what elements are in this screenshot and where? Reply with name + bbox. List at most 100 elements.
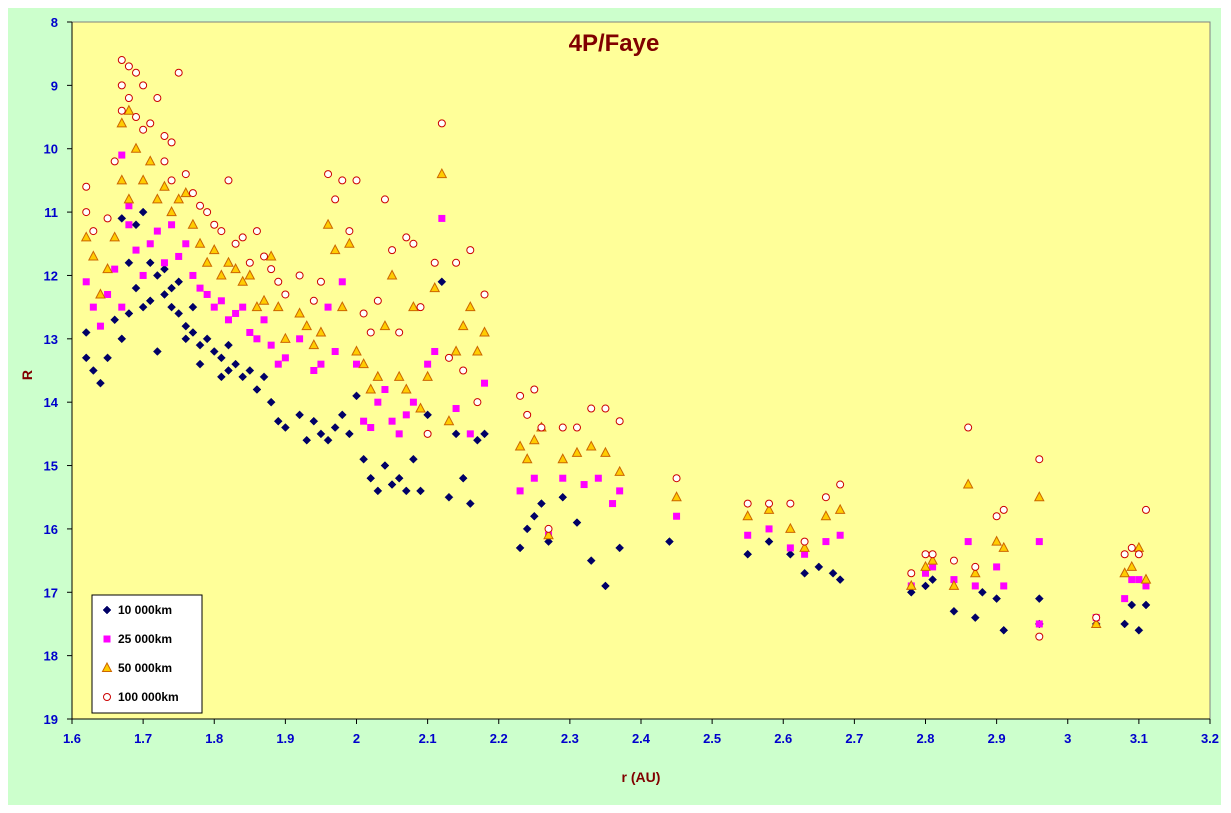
data-point bbox=[473, 435, 482, 445]
data-point bbox=[1035, 632, 1044, 641]
data-point bbox=[800, 537, 809, 546]
data-point bbox=[922, 569, 929, 577]
data-point bbox=[1141, 505, 1150, 514]
data-point bbox=[181, 170, 190, 179]
data-point bbox=[82, 208, 91, 217]
data-point bbox=[267, 265, 276, 274]
data-point bbox=[323, 435, 333, 445]
data-point bbox=[529, 511, 539, 521]
data-point bbox=[296, 335, 304, 343]
data-point bbox=[201, 256, 213, 267]
data-point bbox=[423, 410, 432, 420]
data-point bbox=[174, 309, 184, 318]
data-point bbox=[387, 480, 397, 489]
data-point bbox=[309, 416, 319, 426]
data-point bbox=[395, 328, 404, 337]
data-point bbox=[167, 302, 176, 312]
data-point bbox=[111, 265, 119, 273]
data-point bbox=[928, 550, 937, 559]
data-point bbox=[367, 424, 375, 432]
data-point bbox=[116, 117, 128, 128]
data-point bbox=[466, 430, 474, 438]
data-point bbox=[1034, 594, 1044, 603]
data-point bbox=[124, 258, 134, 268]
data-point bbox=[168, 221, 176, 229]
plot-area bbox=[71, 21, 1211, 720]
data-point bbox=[123, 193, 135, 204]
data-point bbox=[103, 214, 112, 223]
data-point bbox=[537, 499, 546, 508]
data-point bbox=[1000, 582, 1008, 590]
data-point bbox=[210, 303, 218, 311]
data-point bbox=[317, 360, 325, 368]
data-point bbox=[394, 473, 404, 483]
data-point bbox=[1092, 613, 1101, 622]
data-point bbox=[430, 258, 439, 267]
data-point bbox=[281, 423, 290, 432]
data-point bbox=[799, 541, 810, 552]
data-point bbox=[337, 410, 347, 420]
data-point bbox=[999, 505, 1008, 514]
data-point bbox=[1126, 560, 1138, 571]
data-point bbox=[167, 176, 176, 185]
data-point bbox=[117, 334, 127, 344]
data-point bbox=[516, 487, 524, 495]
data-point bbox=[230, 263, 241, 274]
data-point bbox=[949, 556, 958, 565]
data-point bbox=[210, 220, 219, 229]
data-point bbox=[182, 240, 190, 248]
data-point bbox=[195, 359, 205, 369]
data-point bbox=[167, 283, 176, 293]
data-point bbox=[124, 94, 133, 103]
data-point bbox=[166, 206, 177, 217]
series-1 bbox=[81, 207, 1151, 635]
data-point bbox=[1119, 567, 1130, 578]
data-point bbox=[124, 309, 134, 318]
legend-marker bbox=[103, 635, 111, 643]
data-point bbox=[351, 345, 362, 356]
data-point bbox=[416, 303, 425, 312]
data-point bbox=[537, 423, 546, 432]
data-point bbox=[181, 334, 191, 344]
data-point bbox=[144, 155, 156, 166]
data-point bbox=[929, 563, 937, 571]
data-point bbox=[244, 269, 256, 280]
data-point bbox=[138, 207, 148, 217]
legend-label: 50 000km bbox=[118, 661, 172, 675]
data-point bbox=[523, 410, 532, 419]
data-point bbox=[744, 531, 752, 539]
data-point bbox=[594, 474, 602, 482]
data-point bbox=[415, 402, 426, 413]
data-point bbox=[117, 81, 126, 90]
data-point bbox=[401, 486, 411, 496]
data-point bbox=[345, 227, 354, 236]
data-point bbox=[331, 195, 340, 204]
data-point bbox=[160, 132, 169, 141]
y-tick-label: 10 bbox=[44, 142, 58, 157]
data-point bbox=[238, 372, 248, 382]
data-point bbox=[324, 303, 332, 311]
data-point bbox=[96, 378, 105, 388]
data-point bbox=[964, 538, 972, 546]
data-point bbox=[104, 290, 112, 298]
data-point bbox=[224, 340, 233, 350]
data-point bbox=[336, 301, 348, 312]
data-point bbox=[423, 429, 432, 438]
data-point bbox=[138, 302, 148, 312]
data-point bbox=[436, 168, 448, 179]
data-point bbox=[324, 170, 333, 179]
data-point bbox=[1035, 620, 1043, 628]
data-point bbox=[160, 290, 169, 299]
data-point bbox=[452, 258, 461, 267]
data-point bbox=[557, 453, 569, 464]
data-point bbox=[130, 142, 142, 153]
data-point bbox=[132, 113, 141, 122]
data-point bbox=[125, 221, 133, 229]
data-point bbox=[315, 326, 327, 337]
data-point bbox=[978, 587, 987, 597]
data-point bbox=[358, 358, 369, 369]
data-point bbox=[153, 94, 162, 103]
data-point bbox=[402, 411, 410, 419]
data-point bbox=[1141, 600, 1151, 610]
